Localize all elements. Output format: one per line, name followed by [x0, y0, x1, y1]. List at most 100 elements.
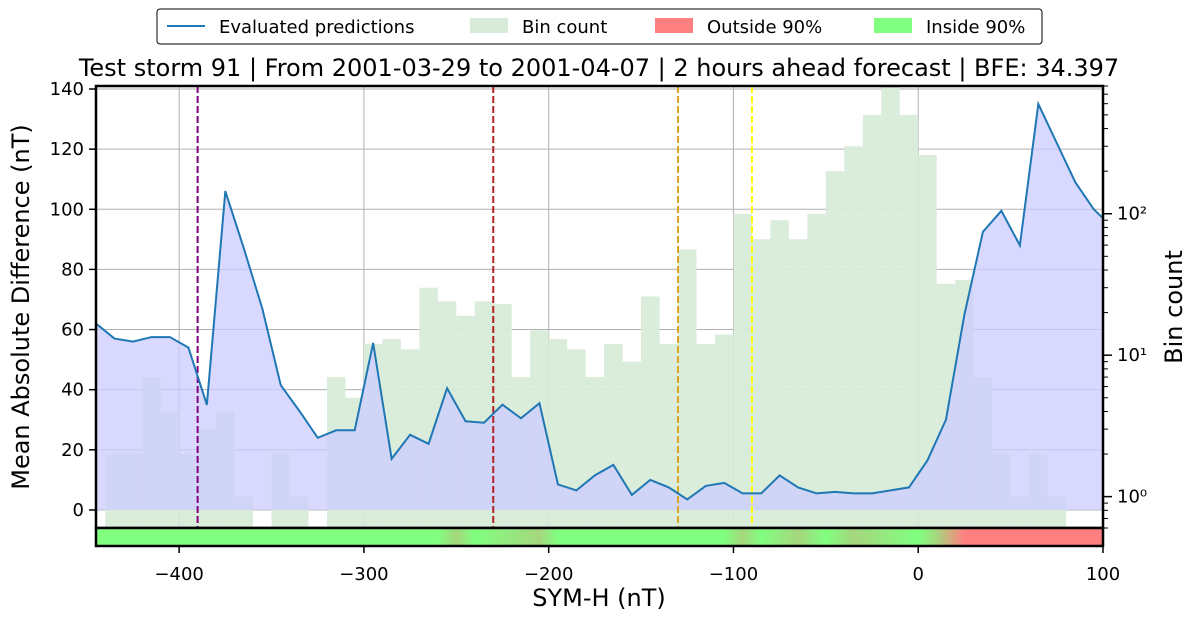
y2-axis-label: Bin count — [1160, 250, 1188, 364]
y-axis-label: Mean Absolute Difference (nT) — [7, 124, 35, 490]
reference-lines — [196, 86, 753, 528]
prediction-point — [649, 479, 651, 481]
prediction-point — [668, 486, 670, 489]
legend-label-inside-90: Inside 90% — [926, 17, 1025, 38]
bin-count-bar — [714, 334, 734, 528]
prediction-point — [779, 474, 781, 476]
prediction-point — [723, 482, 725, 484]
prediction-point — [557, 483, 559, 486]
bin-count-bar — [881, 86, 900, 528]
prediction-line — [96, 100, 1103, 501]
prediction-point — [889, 489, 892, 492]
prediction-point — [317, 437, 319, 439]
bin-count-bar — [659, 343, 679, 528]
bin-count-bar — [807, 213, 826, 528]
prediction-point — [169, 336, 171, 338]
prediction-point — [1000, 210, 1002, 212]
prediction-point — [243, 247, 245, 249]
y-tick-label: 100 — [50, 199, 84, 220]
prediction-point — [261, 307, 263, 310]
prediction-point — [982, 231, 984, 233]
prediction-point — [871, 492, 873, 495]
prediction-point — [834, 491, 836, 493]
bin-count-bar — [825, 171, 845, 528]
prediction-point — [520, 417, 522, 419]
prediction-point — [354, 429, 356, 431]
prediction-point — [631, 494, 633, 496]
bin-count-bar — [678, 249, 697, 528]
axis-ticks: −400 −300 −200 −100 0 100 0 20 40 60 80 100 120 140 10… — [50, 79, 1147, 585]
prediction-point — [816, 492, 818, 495]
prediction-point — [594, 474, 596, 476]
bin-count-bar — [567, 349, 586, 528]
legend-swatch-outside-90 — [655, 18, 693, 33]
bin-count-bar — [733, 213, 752, 528]
y-tick-label: 0 — [73, 500, 84, 521]
prediction-point — [280, 384, 282, 386]
prediction-point — [446, 387, 448, 389]
bin-count-bar — [788, 239, 808, 528]
prediction-point — [963, 313, 966, 316]
prediction-line-group — [96, 100, 1103, 501]
y2-tick-label: 10⁰ — [1117, 487, 1147, 508]
legend-frame — [156, 8, 1043, 45]
bin-count-bar — [696, 343, 715, 528]
x-axis-label: SYM-H (nT) — [532, 584, 666, 612]
x-tick-label: −400 — [154, 564, 203, 585]
prediction-point — [409, 434, 411, 436]
legend: Evaluated predictions Bin count Outside … — [156, 8, 1043, 45]
prediction-point — [760, 492, 762, 495]
chart-title: Test storm 91 | From 2001-03-29 to 2001-… — [78, 54, 1119, 82]
prediction-point — [1037, 103, 1039, 105]
prediction-point — [612, 464, 614, 466]
legend-label-bin-count: Bin count — [522, 17, 607, 38]
prediction-point — [852, 492, 855, 495]
bin-count-bar — [641, 296, 660, 528]
prediction-point — [686, 498, 688, 501]
prediction-point — [908, 486, 910, 489]
legend-label-evaluated-predictions: Evaluated predictions — [219, 17, 414, 38]
y-tick-label: 80 — [61, 259, 84, 280]
legend-swatch-bin-count — [470, 18, 508, 33]
prediction-point — [1093, 208, 1095, 210]
prediction-point — [926, 459, 929, 461]
bin-count-bar — [862, 114, 882, 528]
prediction-point — [391, 458, 393, 460]
prediction-point — [427, 443, 430, 445]
prediction-point — [113, 337, 116, 340]
prediction-point — [483, 422, 485, 424]
prediction-point — [501, 404, 504, 406]
y-tick-label: 40 — [61, 380, 84, 401]
prediction-point — [206, 404, 208, 406]
x-tick-label: −100 — [709, 564, 758, 585]
prediction-point — [797, 486, 799, 489]
y2-tick-label: 10¹ — [1117, 345, 1147, 366]
prediction-point — [150, 336, 153, 338]
bin-count-bar — [770, 220, 789, 528]
legend-label-outside-90: Outside 90% — [707, 17, 822, 38]
prediction-point — [464, 420, 467, 422]
y-tick-label: 140 — [50, 79, 84, 100]
prediction-point — [705, 485, 707, 487]
prediction-point — [224, 190, 226, 192]
prediction-point — [1019, 244, 1021, 246]
y2-tick-label: 10² — [1117, 204, 1147, 225]
legend-swatch-inside-90 — [874, 18, 912, 33]
bin-count-bar — [751, 239, 771, 528]
prediction-point — [132, 340, 134, 343]
y-tick-label: 20 — [61, 440, 84, 461]
prediction-point — [945, 419, 947, 421]
bin-count-bar — [899, 114, 919, 528]
prediction-point — [1056, 142, 1058, 144]
prediction-point — [372, 342, 374, 344]
bin-count-bar — [844, 146, 863, 528]
prediction-point — [742, 492, 744, 495]
x-tick-label: −300 — [339, 564, 388, 585]
coverage-bar — [94, 526, 1105, 548]
y-tick-label: 120 — [50, 139, 84, 160]
prediction-point — [575, 489, 578, 492]
x-tick-label: 100 — [1086, 564, 1120, 585]
prediction-point — [1074, 181, 1076, 183]
bin-count-bar — [918, 155, 937, 528]
